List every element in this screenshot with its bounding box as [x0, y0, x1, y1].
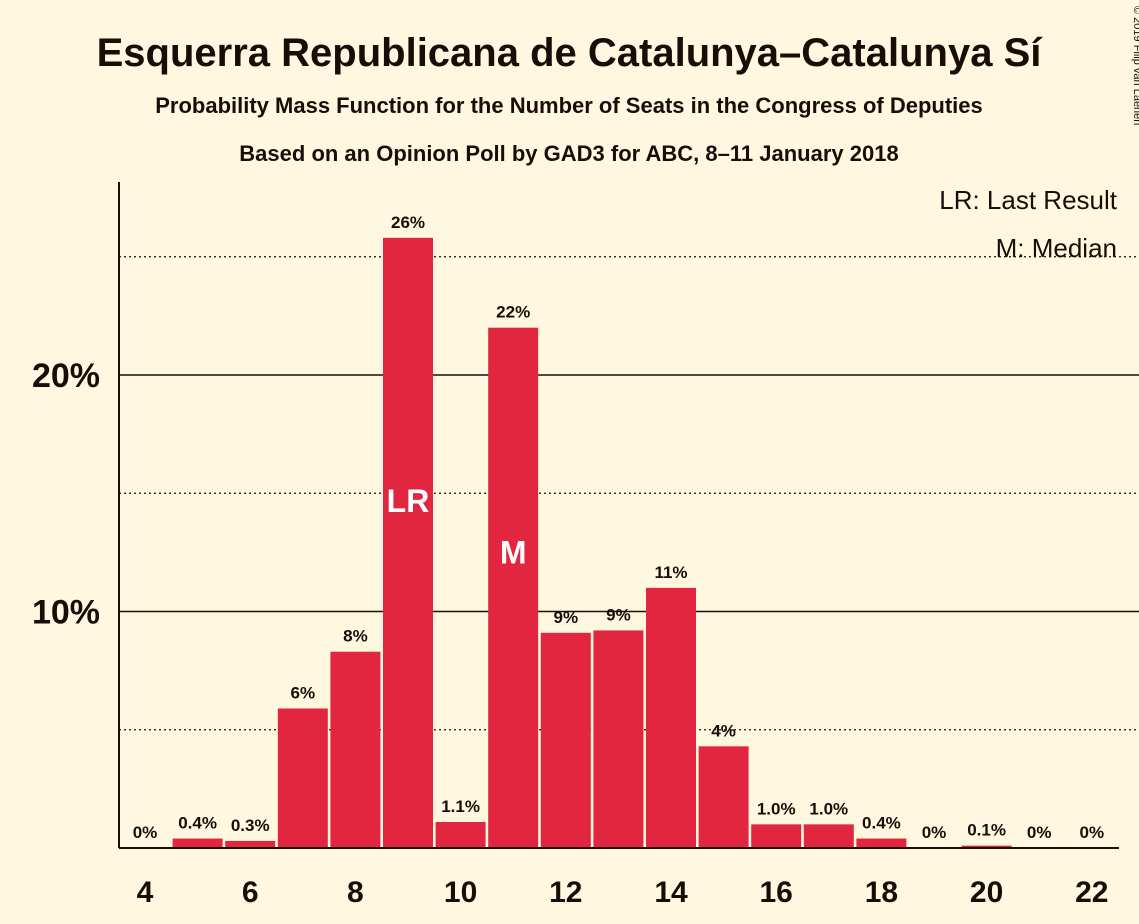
bar-seats-8 [330, 651, 381, 848]
bar-label-seats-21: 0% [1027, 823, 1052, 842]
bar-seats-15 [698, 746, 749, 848]
axes-group [118, 182, 1119, 849]
grid-lines [119, 256, 1139, 731]
x-tick-label: 12 [549, 876, 582, 909]
y-tick-labels: 10% 20% [32, 357, 100, 632]
bar-label-seats-13: 9% [606, 605, 631, 624]
bar-seats-14 [646, 587, 696, 848]
x-tick-label: 22 [1075, 876, 1108, 909]
chart-title: Esquerra Republicana de Catalunya–Catalu… [97, 31, 1044, 75]
bar-seats-13 [593, 630, 644, 848]
bar-label-seats-14: 11% [654, 563, 687, 582]
bar-label-seats-12: 9% [554, 608, 579, 627]
bar-seats-17 [803, 824, 854, 848]
bars-group [172, 237, 1012, 848]
bar-label-seats-9: 26% [391, 213, 425, 232]
bar-seats-11 [488, 327, 539, 848]
bar-label-seats-22: 0% [1080, 823, 1105, 842]
x-tick-label: 10 [444, 876, 477, 909]
bar-seats-6 [225, 840, 276, 848]
y-tick-label: 20% [32, 357, 100, 395]
bar-seats-9 [383, 237, 433, 848]
x-tick-label: 6 [242, 876, 259, 909]
bar-label-seats-19: 0% [922, 823, 947, 842]
chart-subtitle: Probability Mass Function for the Number… [155, 93, 983, 118]
x-tick-label: 16 [760, 876, 793, 909]
bar-label-seats-5: 0.4% [178, 814, 217, 833]
bar-marker-lr: LR [387, 483, 430, 519]
bar-marker-m: M [500, 534, 527, 570]
copyright-notice: © 2019 Filip van Laenen [1131, 6, 1139, 125]
x-tick-label: 8 [347, 876, 364, 909]
bar-seats-5 [172, 838, 223, 848]
x-tick-labels: 4 6 8 10 12 14 16 18 20 22 [137, 876, 1109, 909]
bar-label-seats-10: 1.1% [441, 797, 480, 816]
bar-label-seats-6: 0.3% [231, 816, 270, 835]
bar-label-seats-8: 8% [343, 627, 368, 646]
bar-label-seats-16: 1.0% [757, 799, 796, 818]
bar-label-seats-17: 1.0% [809, 799, 848, 818]
x-tick-label: 14 [654, 876, 688, 909]
bar-seats-16 [751, 824, 802, 848]
bar-seats-7 [277, 708, 328, 848]
bar-seats-12 [540, 632, 591, 848]
bar-seats-20 [961, 845, 1012, 848]
bar-label-seats-15: 4% [711, 721, 736, 740]
x-tick-label: 18 [865, 876, 898, 909]
x-tick-label: 4 [137, 876, 154, 909]
bar-label-seats-11: 22% [496, 303, 530, 322]
bar-label-seats-20: 0.1% [967, 821, 1006, 840]
bar-markers-group: LR M [387, 483, 527, 570]
bar-label-seats-4: 0% [133, 823, 158, 842]
legend-last-result: LR: Last Result [939, 185, 1118, 215]
bar-seats-10 [435, 821, 486, 848]
x-tick-label: 20 [970, 876, 1003, 909]
bar-label-seats-18: 0.4% [862, 814, 901, 833]
bar-label-seats-7: 6% [291, 683, 316, 702]
chart-subtitle-source: Based on an Opinion Poll by GAD3 for ABC… [239, 141, 898, 166]
bar-seats-18 [856, 838, 907, 848]
y-tick-label: 10% [32, 594, 100, 632]
legend-median: M: Median [996, 233, 1117, 263]
bar-labels-group: 0% 0.4% 0.3% 6% 8% 26% 1.1% 22% 9% 9% 11% 4% 1.0% 1.0… [133, 213, 1104, 842]
